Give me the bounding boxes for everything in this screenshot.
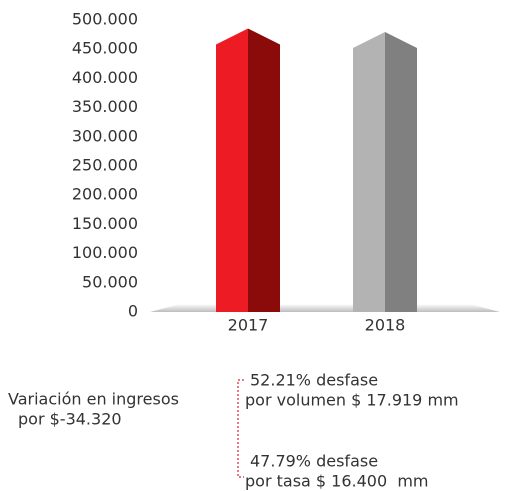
annotation: por $-34.320 <box>18 410 122 429</box>
x-tick-label: 2018 <box>365 316 406 335</box>
y-tick-label: 400.000 <box>72 68 138 87</box>
y-tick-label: 50.000 <box>82 272 138 291</box>
bar <box>216 28 280 312</box>
y-tick-label: 150.000 <box>72 214 138 233</box>
x-tick-label: 2017 <box>228 316 269 335</box>
bar-front <box>216 28 248 312</box>
y-tick-label: 0 <box>128 302 138 321</box>
floor-shadow <box>150 304 500 312</box>
annotation: 47.79% desfase <box>250 452 378 471</box>
y-tick-label: 100.000 <box>72 243 138 262</box>
y-tick-label: 250.000 <box>72 156 138 175</box>
bar <box>353 32 417 312</box>
y-tick-label: 450.000 <box>72 39 138 58</box>
annotation: 52.21% desfase <box>250 371 378 390</box>
bar-front <box>353 32 385 312</box>
bracket <box>237 379 244 478</box>
y-tick-label: 350.000 <box>72 97 138 116</box>
y-tick-label: 500.000 <box>72 10 138 29</box>
annotation: por tasa $ 16.400 mm <box>245 472 429 491</box>
annotation: por volumen $ 17.919 mm <box>245 391 459 410</box>
bar-side <box>385 32 417 312</box>
y-tick-label: 300.000 <box>72 126 138 145</box>
annotation: Variación en ingresos <box>8 390 179 409</box>
bar-side <box>248 28 280 312</box>
y-tick-label: 200.000 <box>72 185 138 204</box>
